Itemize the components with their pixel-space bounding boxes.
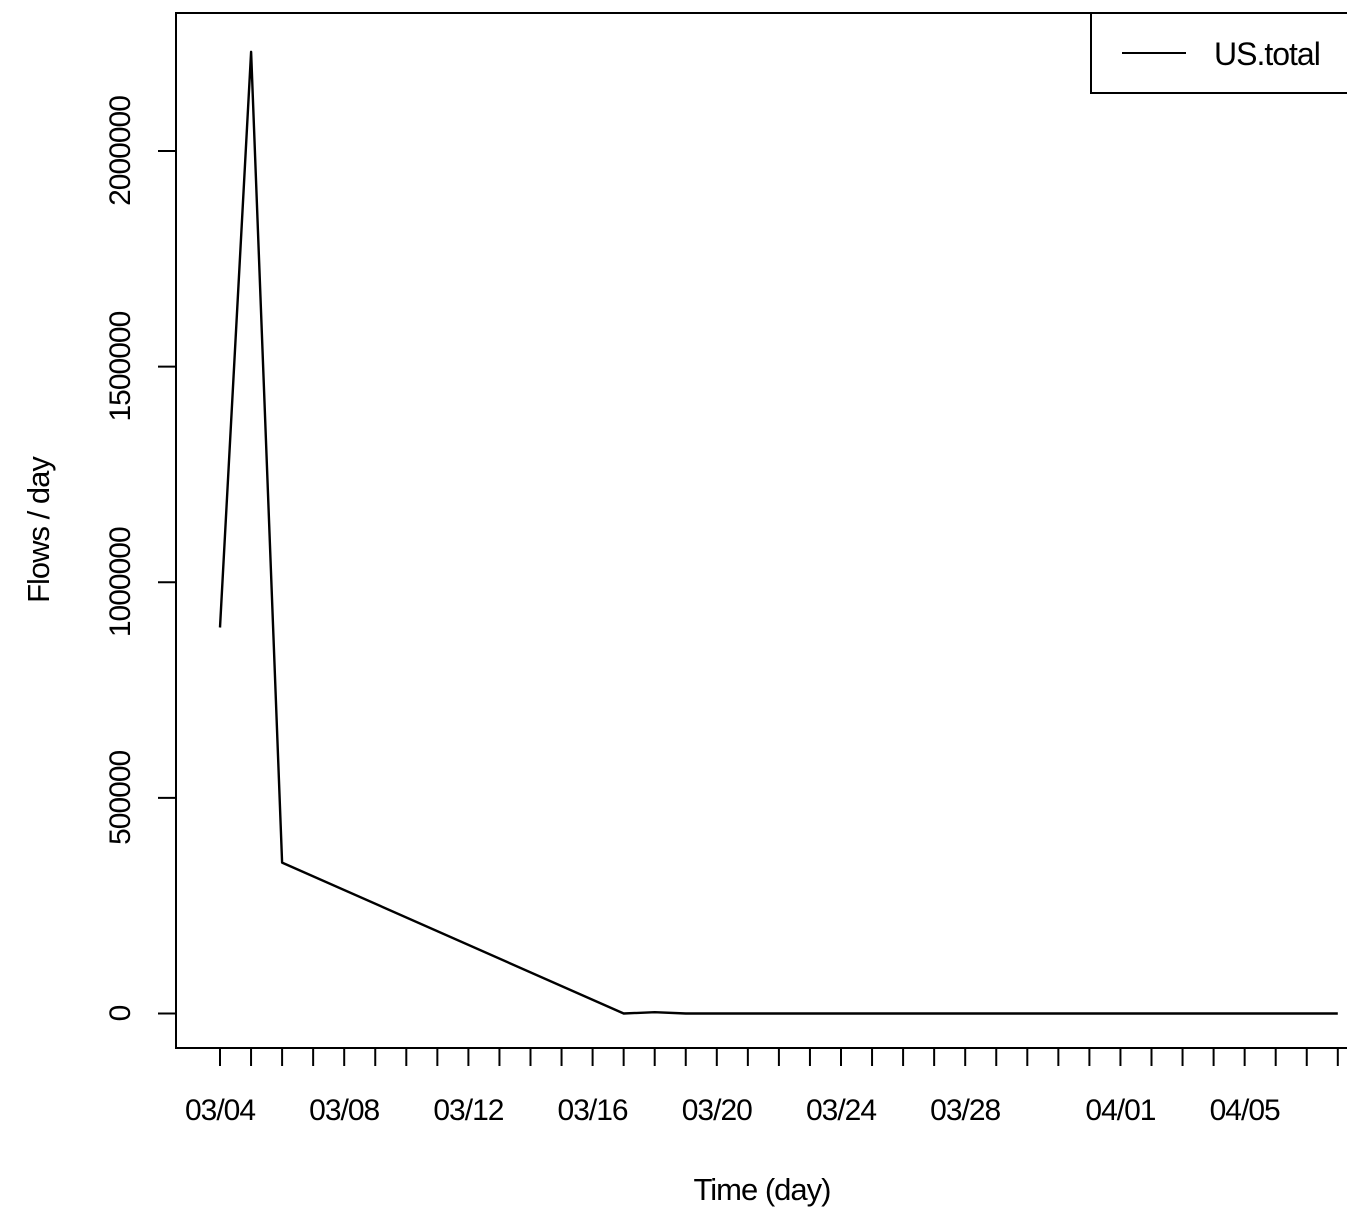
x-tick-label: 03/08 [309, 1094, 379, 1127]
y-tick-label: 0 [104, 1005, 137, 1021]
x-tick-label: 04/01 [1085, 1094, 1155, 1127]
series-layer [218, 50, 1338, 1015]
x-tick-label: 03/28 [930, 1094, 1000, 1127]
x-tick-label: 03/16 [558, 1094, 628, 1127]
legend: US.total [1090, 12, 1347, 94]
y-tick-label: 500000 [104, 751, 137, 845]
series-line-us-total [218, 50, 1338, 1015]
legend-label: US.total [1214, 36, 1320, 72]
y-tick-label: 1000000 [104, 527, 137, 637]
x-tick-label: 04/05 [1210, 1094, 1280, 1127]
x-tick-label: 03/04 [185, 1094, 255, 1127]
y-axis: 0 500000 1000000 1500000 2000000 [104, 96, 177, 1021]
x-axis: 03/04 03/08 03/12 03/16 03/20 03/24 03/28 04/01… [185, 1047, 1339, 1127]
x-axis-title: Time (day) [694, 1172, 831, 1207]
y-axis-title: Flows / day [21, 456, 56, 603]
x-tick-label: 03/12 [433, 1094, 503, 1127]
y-tick-label: 2000000 [104, 96, 137, 206]
x-tick-label: 03/24 [806, 1094, 876, 1127]
y-tick-label: 1500000 [104, 311, 137, 421]
x-tick-label: 03/20 [682, 1094, 752, 1127]
